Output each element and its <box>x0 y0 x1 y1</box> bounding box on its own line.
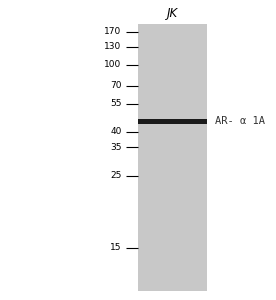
Text: 130: 130 <box>104 42 121 51</box>
Text: AR- α 1A: AR- α 1A <box>215 116 265 127</box>
Text: 35: 35 <box>110 142 121 152</box>
Text: 170: 170 <box>104 27 121 36</box>
Text: 100: 100 <box>104 60 121 69</box>
Text: 25: 25 <box>110 171 121 180</box>
Text: JK: JK <box>167 7 178 20</box>
Text: 70: 70 <box>110 81 121 90</box>
Text: 40: 40 <box>110 128 121 136</box>
Text: 15: 15 <box>110 243 121 252</box>
Bar <box>138 119 207 124</box>
Bar <box>138 24 207 291</box>
Text: 55: 55 <box>110 99 121 108</box>
